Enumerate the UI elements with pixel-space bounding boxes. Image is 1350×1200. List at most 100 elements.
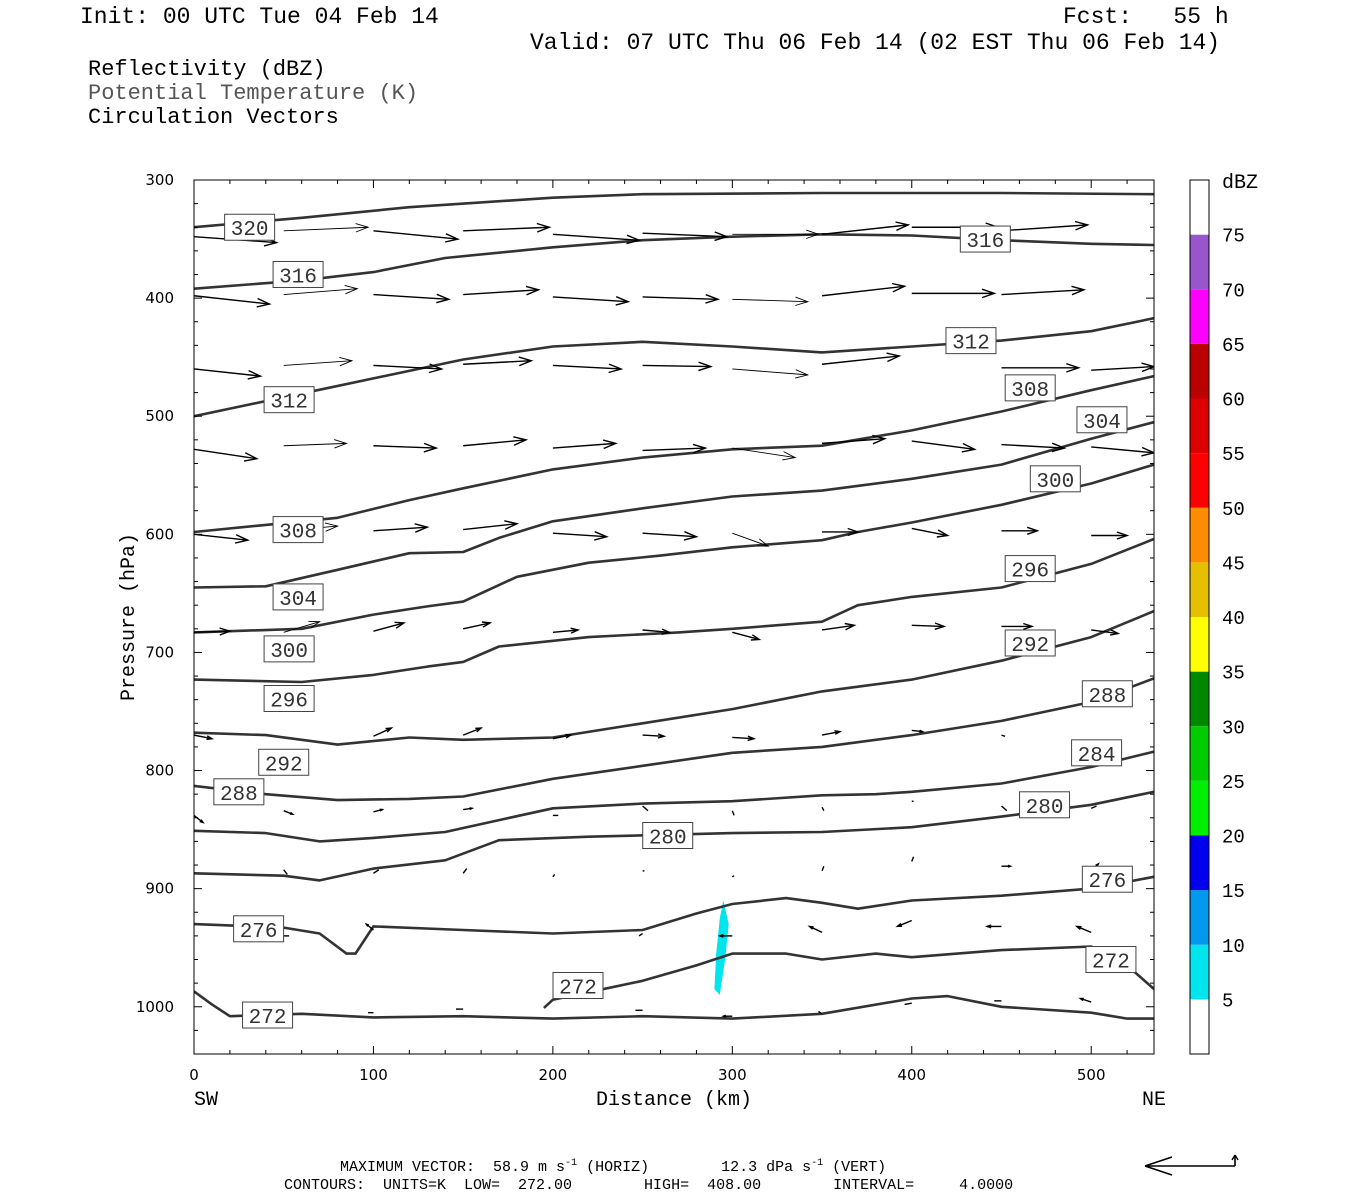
reflectivity-layer bbox=[714, 900, 729, 995]
contour-label: 296 bbox=[270, 690, 308, 713]
contour-label-box bbox=[1004, 374, 1056, 402]
isentrope-320 bbox=[194, 191, 1154, 229]
contour-label-box bbox=[263, 635, 315, 663]
colorbar-label: 75 bbox=[1222, 226, 1245, 248]
vector-head bbox=[794, 369, 810, 379]
vector-head bbox=[661, 628, 672, 635]
circulation-vector bbox=[1001, 442, 1067, 453]
vector-head bbox=[423, 442, 439, 453]
circulation-vector bbox=[732, 532, 770, 547]
vector-layer bbox=[194, 220, 1154, 1018]
y-axis-label: Pressure (hPa) bbox=[118, 533, 141, 701]
circulation-vector bbox=[283, 284, 359, 296]
circulation-vector bbox=[194, 295, 272, 308]
contour-label-box bbox=[1076, 406, 1128, 434]
vector-shaft bbox=[1001, 289, 1085, 296]
colorbar-unit: dBZ bbox=[1222, 172, 1258, 195]
circulation-vector bbox=[822, 527, 861, 537]
vector-shaft bbox=[463, 439, 527, 447]
circulation-vector bbox=[642, 733, 667, 739]
vector-shaft bbox=[911, 440, 975, 450]
circulation-vector bbox=[463, 222, 552, 233]
colorbar-label: 30 bbox=[1222, 717, 1245, 739]
vector-shaft bbox=[373, 622, 405, 632]
vector-shaft bbox=[911, 624, 945, 628]
contour-label-box bbox=[1029, 465, 1081, 493]
contour-label-box bbox=[1019, 791, 1071, 819]
vector-shaft bbox=[552, 442, 616, 449]
contour-label-box bbox=[213, 778, 265, 806]
y-tick-label: 400 bbox=[145, 289, 174, 307]
colorbar-swatch bbox=[1190, 726, 1209, 781]
vector-head bbox=[243, 452, 259, 462]
vector-head bbox=[608, 363, 624, 374]
colorbar-label: 20 bbox=[1222, 827, 1245, 849]
vector-shaft bbox=[283, 869, 288, 875]
y-tick-label: 700 bbox=[145, 643, 174, 661]
y-tick-label: 800 bbox=[145, 762, 174, 780]
vector-shaft bbox=[821, 730, 841, 736]
vector-shaft bbox=[1001, 224, 1088, 232]
vector-shaft bbox=[731, 875, 735, 878]
vector-head bbox=[1023, 622, 1035, 631]
circulation-vector bbox=[1001, 622, 1035, 631]
vector-head bbox=[1074, 220, 1090, 231]
vector-head bbox=[934, 622, 947, 630]
contour-label-box bbox=[263, 386, 315, 414]
circulation-vector bbox=[821, 352, 902, 365]
colorbar-swatch bbox=[1190, 944, 1209, 1000]
circulation-vector bbox=[984, 924, 1002, 929]
contour-label-box bbox=[272, 583, 324, 611]
vector-shaft bbox=[373, 727, 392, 737]
vector-head bbox=[256, 297, 272, 308]
circulation-vector bbox=[732, 447, 797, 461]
vector-head bbox=[379, 808, 385, 812]
vector-head bbox=[714, 231, 730, 242]
circulation-vector bbox=[1091, 446, 1154, 457]
vector-shaft bbox=[552, 364, 622, 370]
contour-label: 292 bbox=[265, 754, 303, 777]
vector-head bbox=[385, 727, 394, 733]
vector-shaft bbox=[194, 734, 213, 740]
circulation-vector bbox=[731, 875, 735, 878]
circulation-vector bbox=[732, 631, 762, 641]
contour-label: 288 bbox=[220, 784, 258, 807]
reflectivity-region bbox=[714, 900, 729, 995]
vector-head bbox=[1078, 997, 1084, 1002]
vector-shaft bbox=[463, 289, 539, 296]
reference-vector-icon bbox=[1144, 1154, 1239, 1176]
circulation-vector bbox=[552, 874, 556, 878]
circulation-vector bbox=[283, 439, 348, 449]
colorbar-label: 40 bbox=[1222, 608, 1245, 630]
circulation-vector bbox=[895, 919, 913, 928]
vector-head bbox=[891, 282, 907, 293]
vector-head bbox=[657, 733, 667, 739]
vector-shaft bbox=[194, 368, 261, 377]
circulation-vector bbox=[1090, 805, 1097, 809]
vector-head bbox=[518, 356, 534, 367]
colorbar-label: 50 bbox=[1222, 499, 1245, 521]
vector-shaft bbox=[911, 856, 915, 862]
vector-shaft bbox=[642, 629, 670, 634]
circulation-vector bbox=[904, 1002, 912, 1006]
y-tick-label: 500 bbox=[145, 407, 174, 425]
vector-head bbox=[234, 534, 250, 544]
colorbar-label: 55 bbox=[1222, 444, 1245, 466]
circulation-vector bbox=[638, 932, 643, 937]
circulation-vector bbox=[462, 868, 468, 874]
circulation-vector bbox=[911, 440, 977, 453]
colorbar-label: 65 bbox=[1222, 335, 1245, 357]
circulation-vector bbox=[911, 527, 950, 538]
circulation-vector bbox=[1091, 362, 1154, 373]
contour-label-box bbox=[959, 225, 1011, 253]
vector-head bbox=[565, 733, 573, 739]
circulation-vector bbox=[642, 805, 649, 812]
vector-head bbox=[594, 531, 609, 541]
vector-shaft bbox=[642, 364, 711, 368]
vector-head bbox=[747, 735, 757, 742]
vector-shaft bbox=[642, 447, 706, 452]
vector-shaft bbox=[732, 298, 808, 303]
vector-shaft bbox=[552, 233, 640, 241]
circulation-vector bbox=[642, 294, 721, 304]
colorbar-swatch bbox=[1190, 562, 1209, 617]
